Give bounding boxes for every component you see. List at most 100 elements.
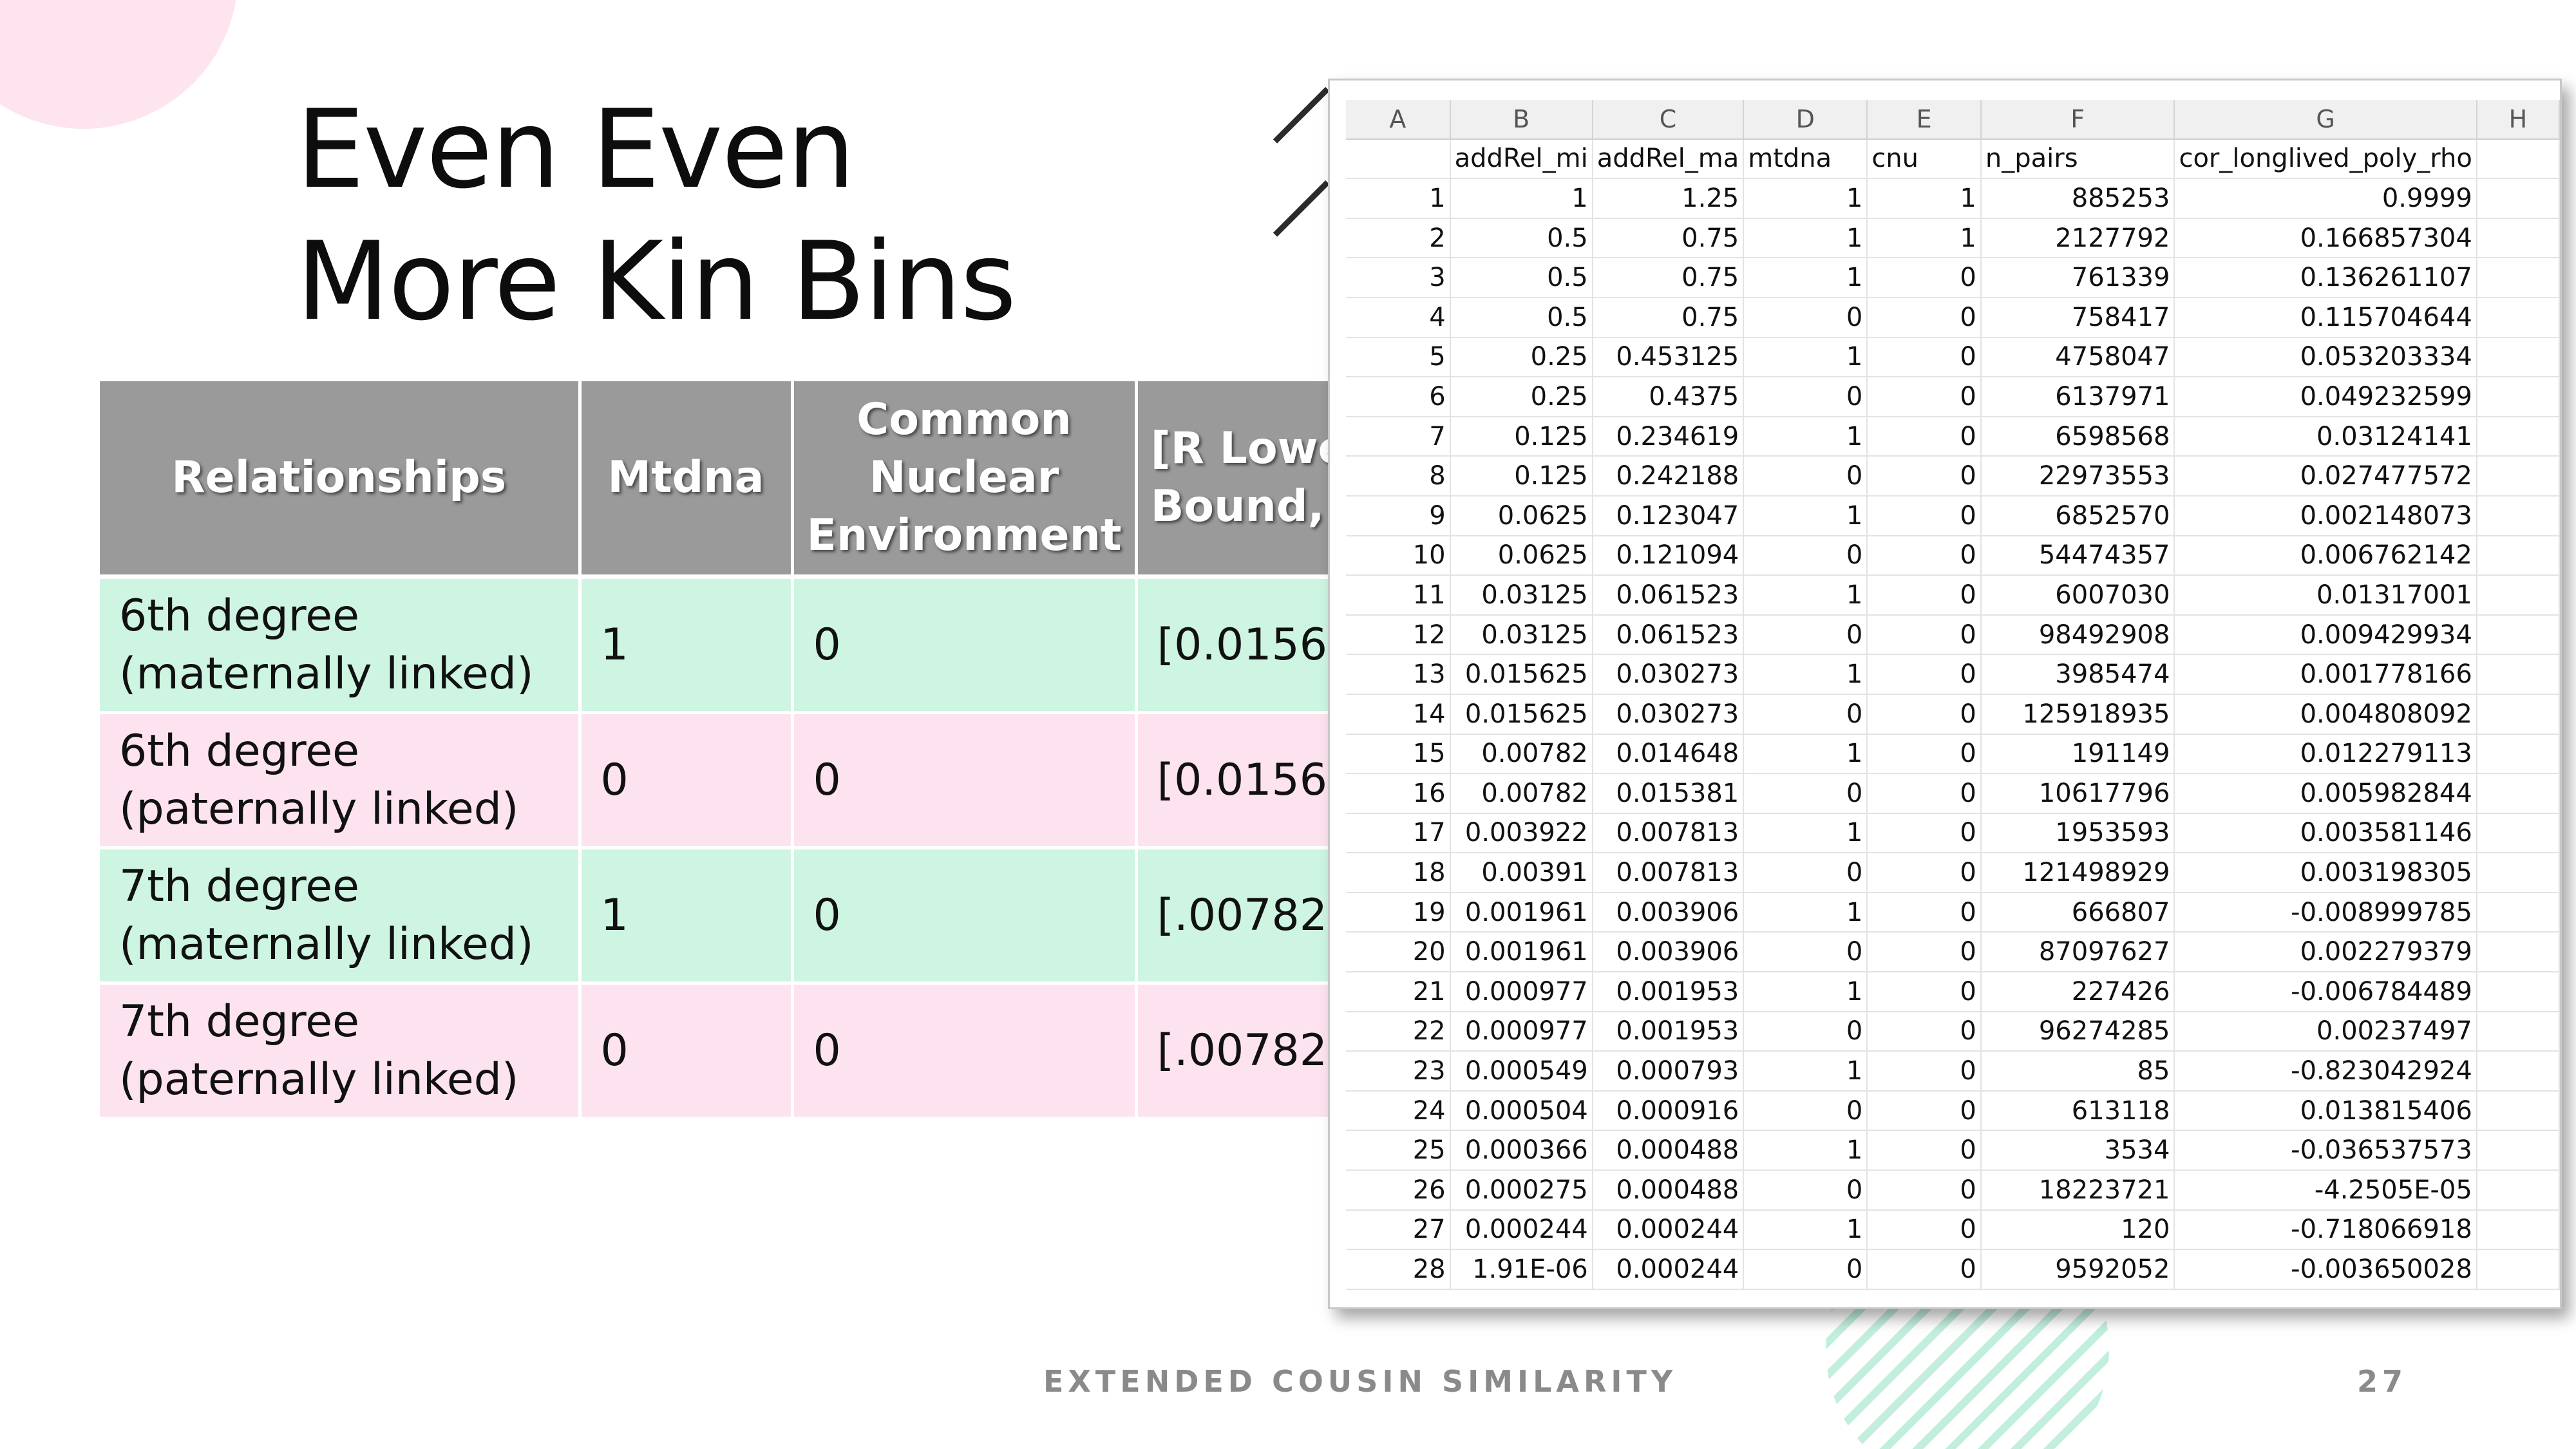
data-cell[interactable]: 1 bbox=[1743, 1209, 1868, 1251]
data-cell[interactable]: 1 bbox=[1743, 1130, 1868, 1171]
data-cell[interactable]: 0 bbox=[1867, 734, 1982, 775]
data-cell[interactable]: 0.25 bbox=[1450, 377, 1593, 417]
data-cell[interactable]: 0 bbox=[1743, 1170, 1868, 1211]
data-cell[interactable]: 0.049232599 bbox=[2174, 377, 2477, 417]
row-index-cell[interactable]: 5 bbox=[1346, 337, 1451, 378]
data-cell[interactable]: 0 bbox=[1867, 892, 1982, 933]
data-cell[interactable]: 9592052 bbox=[1980, 1249, 2175, 1290]
data-cell[interactable]: 613118 bbox=[1980, 1090, 2175, 1132]
data-cell[interactable]: 0.5 bbox=[1450, 297, 1593, 338]
data-cell[interactable]: 0.75 bbox=[1592, 297, 1745, 338]
row-index-cell[interactable]: 13 bbox=[1346, 654, 1451, 695]
data-cell[interactable]: 0.234619 bbox=[1592, 416, 1745, 457]
data-cell[interactable]: 0 bbox=[1743, 377, 1868, 417]
data-cell[interactable]: 0.125 bbox=[1450, 416, 1593, 457]
data-cell[interactable]: 6852570 bbox=[1980, 495, 2175, 536]
data-cell[interactable]: 0.121094 bbox=[1592, 535, 1745, 576]
empty-cell[interactable] bbox=[2476, 575, 2560, 616]
data-cell[interactable]: 120 bbox=[1980, 1209, 2175, 1251]
data-cell[interactable]: 1 bbox=[1743, 1051, 1868, 1092]
empty-cell[interactable] bbox=[2476, 1249, 2560, 1290]
empty-cell[interactable] bbox=[2476, 456, 2560, 497]
data-cell[interactable]: 0.75 bbox=[1592, 218, 1745, 259]
data-cell[interactable]: 0 bbox=[1743, 297, 1868, 338]
field-name-cell[interactable] bbox=[1346, 138, 1451, 180]
empty-cell[interactable] bbox=[2476, 1170, 2560, 1211]
data-cell[interactable]: 0 bbox=[1743, 694, 1868, 735]
data-cell[interactable]: 0 bbox=[1867, 456, 1982, 497]
data-cell[interactable]: 0 bbox=[1867, 614, 1982, 656]
data-cell[interactable]: 87097627 bbox=[1980, 932, 2175, 973]
data-cell[interactable]: 0.000977 bbox=[1450, 1011, 1593, 1052]
data-cell[interactable]: 0 bbox=[1867, 1051, 1982, 1092]
data-cell[interactable]: 1 bbox=[1743, 178, 1868, 219]
data-cell[interactable]: 0.003922 bbox=[1450, 813, 1593, 854]
data-cell[interactable]: 0.000488 bbox=[1592, 1130, 1745, 1171]
data-cell[interactable]: 0.000488 bbox=[1592, 1170, 1745, 1211]
data-cell[interactable]: 0.006762142 bbox=[2174, 535, 2477, 576]
data-cell[interactable]: 0 bbox=[1743, 1011, 1868, 1052]
data-cell[interactable]: 98492908 bbox=[1980, 614, 2175, 656]
data-cell[interactable]: 0.007813 bbox=[1592, 813, 1745, 854]
data-cell[interactable]: 1 bbox=[1867, 218, 1982, 259]
empty-cell[interactable] bbox=[2476, 337, 2560, 378]
data-cell[interactable]: 0.002279379 bbox=[2174, 932, 2477, 973]
row-index-cell[interactable]: 4 bbox=[1346, 297, 1451, 338]
row-index-cell[interactable]: 6 bbox=[1346, 377, 1451, 417]
row-index-cell[interactable]: 21 bbox=[1346, 972, 1451, 1012]
row-index-cell[interactable]: 23 bbox=[1346, 1051, 1451, 1092]
data-cell[interactable]: 0 bbox=[1867, 337, 1982, 378]
row-index-cell[interactable]: 16 bbox=[1346, 773, 1451, 814]
data-cell[interactable]: 0.001778166 bbox=[2174, 654, 2477, 695]
data-cell[interactable]: 2127792 bbox=[1980, 218, 2175, 259]
empty-cell[interactable] bbox=[2476, 654, 2560, 695]
row-index-cell[interactable]: 12 bbox=[1346, 614, 1451, 656]
row-index-cell[interactable]: 17 bbox=[1346, 813, 1451, 854]
data-cell[interactable]: 0 bbox=[1867, 1249, 1982, 1290]
data-cell[interactable]: 0.001953 bbox=[1592, 972, 1745, 1012]
data-cell[interactable]: 666807 bbox=[1980, 892, 2175, 933]
empty-cell[interactable] bbox=[2476, 535, 2560, 576]
data-cell[interactable]: 22973553 bbox=[1980, 456, 2175, 497]
data-cell[interactable]: 1 bbox=[1743, 258, 1868, 298]
data-cell[interactable]: -0.718066918 bbox=[2174, 1209, 2477, 1251]
data-cell[interactable]: 191149 bbox=[1980, 734, 2175, 775]
data-cell[interactable]: 0.5 bbox=[1450, 218, 1593, 259]
data-cell[interactable]: 0.000504 bbox=[1450, 1090, 1593, 1132]
data-cell[interactable]: 0.002148073 bbox=[2174, 495, 2477, 536]
data-cell[interactable]: 0 bbox=[1867, 1209, 1982, 1251]
data-cell[interactable]: 0.242188 bbox=[1592, 456, 1745, 497]
empty-cell[interactable] bbox=[2476, 1209, 2560, 1251]
data-cell[interactable]: 3534 bbox=[1980, 1130, 2175, 1171]
data-cell[interactable]: 0.125 bbox=[1450, 456, 1593, 497]
row-index-cell[interactable]: 22 bbox=[1346, 1011, 1451, 1052]
data-cell[interactable]: 0.005982844 bbox=[2174, 773, 2477, 814]
data-cell[interactable]: 0 bbox=[1867, 495, 1982, 536]
data-cell[interactable]: 0.003581146 bbox=[2174, 813, 2477, 854]
data-cell[interactable]: 0.003198305 bbox=[2174, 853, 2477, 893]
data-cell[interactable]: 0.000244 bbox=[1592, 1249, 1745, 1290]
data-cell[interactable]: 0.00782 bbox=[1450, 734, 1593, 775]
field-name-cell[interactable]: cor_longlived_poly_rho bbox=[2174, 138, 2477, 180]
row-index-cell[interactable]: 24 bbox=[1346, 1090, 1451, 1132]
column-letter[interactable]: C bbox=[1592, 100, 1745, 140]
data-cell[interactable]: 0.0625 bbox=[1450, 535, 1593, 576]
data-cell[interactable]: 0.000549 bbox=[1450, 1051, 1593, 1092]
row-index-cell[interactable]: 27 bbox=[1346, 1209, 1451, 1251]
empty-cell[interactable] bbox=[2476, 1011, 2560, 1052]
data-cell[interactable]: 4758047 bbox=[1980, 337, 2175, 378]
data-cell[interactable]: 0 bbox=[1867, 535, 1982, 576]
empty-cell[interactable] bbox=[2476, 1130, 2560, 1171]
row-index-cell[interactable]: 20 bbox=[1346, 932, 1451, 973]
row-index-cell[interactable]: 2 bbox=[1346, 218, 1451, 259]
data-cell[interactable]: 0.000793 bbox=[1592, 1051, 1745, 1092]
data-cell[interactable]: 121498929 bbox=[1980, 853, 2175, 893]
data-cell[interactable]: 0 bbox=[1867, 1130, 1982, 1171]
data-cell[interactable]: 1953593 bbox=[1980, 813, 2175, 854]
data-cell[interactable]: 1.25 bbox=[1592, 178, 1745, 219]
field-name-cell[interactable]: addRel_mi bbox=[1450, 138, 1593, 180]
data-cell[interactable]: 0.01317001 bbox=[2174, 575, 2477, 616]
column-letter[interactable]: A bbox=[1346, 100, 1451, 140]
empty-cell[interactable] bbox=[2476, 773, 2560, 814]
data-cell[interactable]: 885253 bbox=[1980, 178, 2175, 219]
